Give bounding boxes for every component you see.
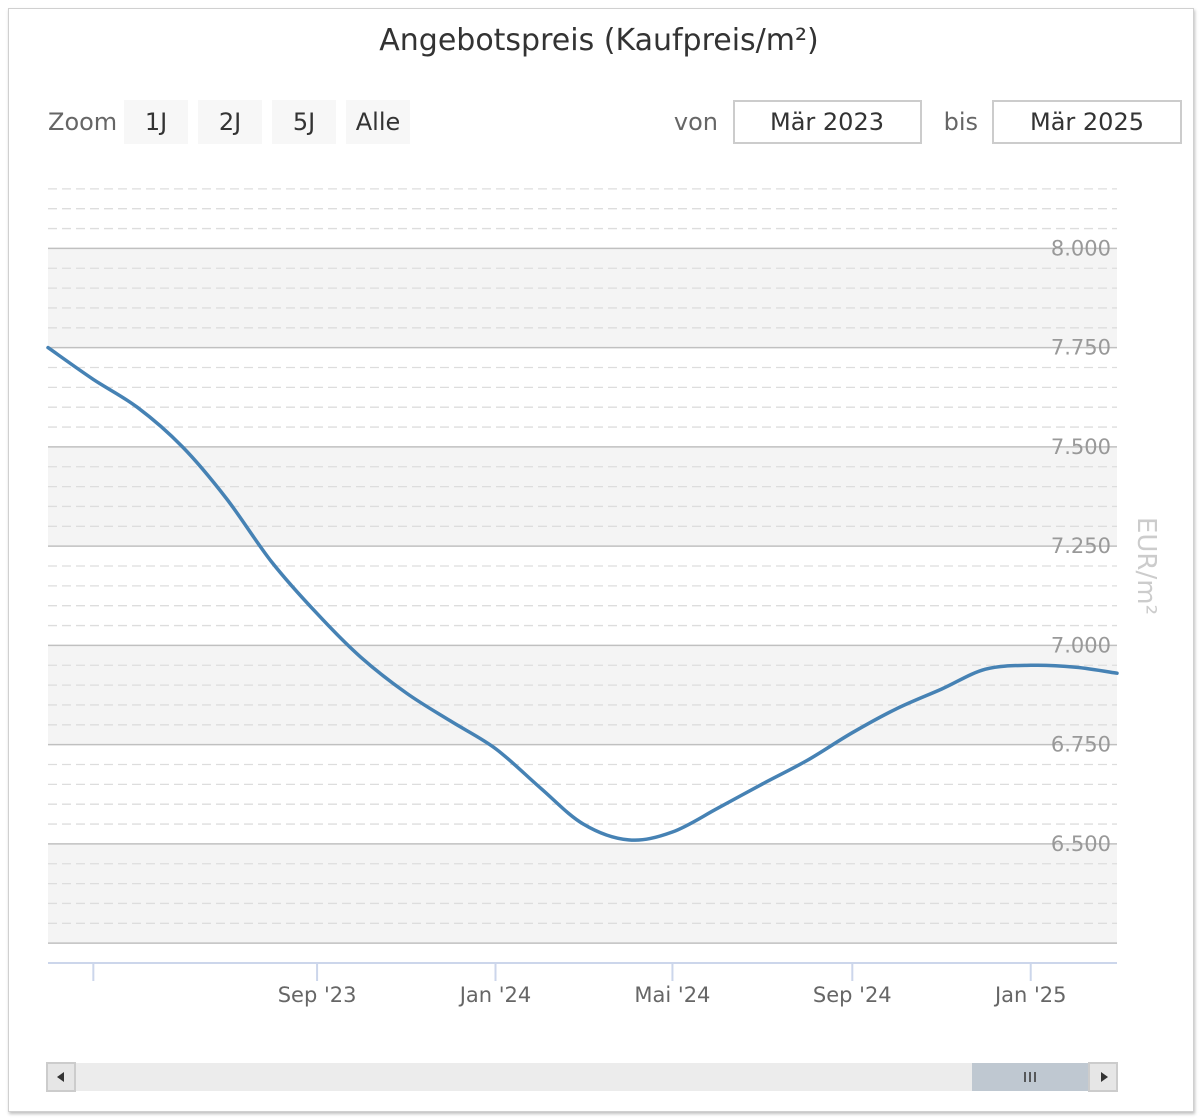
plot-band — [48, 843, 1117, 944]
zoom-button-5j-label: 5J — [293, 108, 315, 136]
left-arrow-icon — [57, 1072, 64, 1082]
zoom-button-alle[interactable]: Alle — [346, 100, 410, 144]
range-from-value: Mär 2023 — [770, 108, 884, 136]
y-axis-labels: 6.500 6.750 7.000 7.250 7.500 7.750 8.000 — [1051, 236, 1111, 856]
scrollbar-right-button[interactable] — [1088, 1062, 1118, 1092]
zoom-button-2j-label: 2J — [219, 108, 241, 136]
scrollbar-track[interactable] — [47, 1063, 1117, 1091]
right-arrow-icon — [1101, 1072, 1108, 1082]
x-tick-label: Jan '24 — [458, 983, 532, 1007]
major-gridlines — [48, 247, 1117, 944]
range-to-value: Mär 2025 — [1030, 108, 1144, 136]
plot-band — [48, 446, 1117, 547]
x-tick-label: Sep '23 — [278, 983, 357, 1007]
range-selector: von Mär 2023 bis Mär 2025 — [674, 100, 1182, 144]
range-to-label: bis — [944, 108, 978, 136]
zoom-button-2j[interactable]: 2J — [198, 100, 262, 144]
zoom-label: Zoom — [48, 108, 117, 136]
plot-band — [48, 248, 1117, 348]
plot-bands — [48, 248, 1117, 944]
y-axis-title: EUR/m² — [1131, 517, 1161, 615]
scrollbar-thumb[interactable] — [972, 1063, 1090, 1091]
zoom-button-1j[interactable]: 1J — [124, 100, 188, 144]
minor-gridlines — [48, 188, 1117, 924]
range-from-input[interactable]: Mär 2023 — [733, 100, 922, 144]
x-tick-label: Jan '25 — [993, 983, 1067, 1007]
zoom-button-alle-label: Alle — [356, 108, 401, 136]
series-line[interactable] — [46, 345, 1119, 842]
y-tick-label: 7.750 — [1051, 336, 1111, 360]
y-tick-label: 7.250 — [1051, 534, 1111, 558]
zoom-button-1j-label: 1J — [145, 108, 167, 136]
x-tick-label: Sep '24 — [813, 983, 892, 1007]
y-tick-label: 6.750 — [1051, 733, 1111, 757]
navigator-scrollbar — [46, 1062, 1118, 1092]
chart-title: Angebotspreis (Kaufpreis/m²) — [379, 23, 819, 58]
zoom-button-5j[interactable]: 5J — [272, 100, 336, 144]
x-tick-label: Mai '24 — [634, 983, 710, 1007]
range-to-input[interactable]: Mär 2025 — [992, 100, 1182, 144]
y-tick-label: 7.500 — [1051, 435, 1111, 459]
range-from-label: von — [674, 108, 718, 136]
y-tick-label: 8.000 — [1051, 236, 1111, 260]
y-tick-label: 6.500 — [1051, 832, 1111, 856]
x-axis-ticks: Sep '23 Jan '24 Mai '24 Sep '24 Jan '25 — [92, 963, 1067, 1007]
plot-band — [48, 645, 1117, 745]
scrollbar-left-button[interactable] — [46, 1062, 76, 1092]
zoom-controls: Zoom 1J 2J 5J Alle — [48, 100, 410, 144]
y-tick-label: 7.000 — [1051, 633, 1111, 657]
